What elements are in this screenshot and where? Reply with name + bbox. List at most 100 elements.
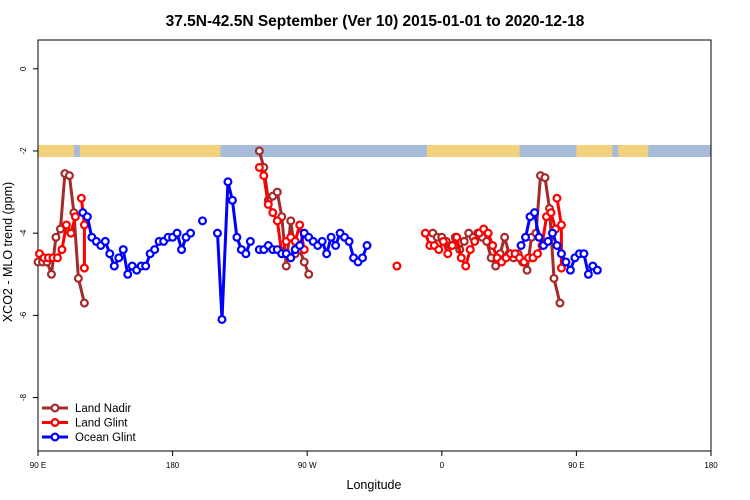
land-glint-point xyxy=(70,212,80,222)
ocean-glint-point xyxy=(198,216,208,226)
land-glint-point xyxy=(259,171,269,181)
ocean-glint-point xyxy=(358,253,368,263)
land-glint-point xyxy=(79,220,89,230)
x-tick-label: 90 W xyxy=(298,461,317,470)
ocean-glint-point xyxy=(212,228,222,238)
land-glint-point xyxy=(392,261,402,271)
ocean-glint-point xyxy=(317,236,327,246)
ocean-glint-point xyxy=(516,241,526,251)
ocean-glint-point xyxy=(100,236,110,246)
x-tick-label: 180 xyxy=(704,461,718,470)
land-segment xyxy=(576,144,613,157)
ocean-glint-point xyxy=(331,241,341,251)
x-tick-label: 180 xyxy=(166,461,180,470)
ocean-glint-point xyxy=(82,212,92,222)
ocean-glint-point xyxy=(141,261,151,271)
land-segment xyxy=(426,144,520,157)
ocean-glint-point xyxy=(561,257,571,267)
land-glint-point xyxy=(546,208,556,218)
land-glint-point xyxy=(470,236,480,246)
ocean-glint-point xyxy=(344,236,354,246)
land-glint-point xyxy=(552,193,562,203)
land-glint-point xyxy=(272,216,282,226)
y-tick-label: -6 xyxy=(19,311,28,319)
ocean-glint-point xyxy=(547,228,557,238)
land-nadir-point xyxy=(73,273,83,283)
ocean-glint-point xyxy=(177,245,187,255)
y-tick-label: -8 xyxy=(19,393,28,401)
ocean-glint-point xyxy=(172,228,182,238)
y-tick-label: 0 xyxy=(19,66,28,71)
x-axis-label: Longitude xyxy=(347,478,402,492)
ocean-glint-point xyxy=(534,232,544,242)
ocean-glint-point xyxy=(245,236,255,246)
ocean-glint-point xyxy=(543,236,553,246)
ocean-glint-point xyxy=(326,232,336,242)
ocean-glint-point xyxy=(114,253,124,263)
land-nadir-point xyxy=(299,257,309,267)
land-nadir-point xyxy=(522,265,532,275)
land-glint-point xyxy=(434,245,444,255)
ocean-glint-point xyxy=(552,241,562,251)
land-glint-point xyxy=(533,249,543,259)
ocean-glint-point xyxy=(286,253,296,263)
land-glint-point xyxy=(420,228,430,238)
legend-marker-land-glint xyxy=(50,418,60,428)
land-glint-point xyxy=(52,253,62,263)
land-segment xyxy=(618,144,649,157)
ocean-glint-point xyxy=(583,269,593,279)
land-glint-point xyxy=(443,249,453,259)
land-ocean-band xyxy=(38,144,711,157)
land-nadir-point xyxy=(500,232,510,242)
ocean-glint-point xyxy=(556,249,566,259)
legend-label-land-nadir: Land Nadir xyxy=(75,403,131,415)
land-nadir-point xyxy=(55,224,65,234)
x-tick-label: 90 E xyxy=(568,461,584,470)
land-segment xyxy=(38,144,74,157)
ocean-glint-point xyxy=(322,249,332,259)
ocean-glint-point xyxy=(123,269,133,279)
legend-marker-ocean-glint xyxy=(50,432,60,442)
axes: 90 E 180 90 W 0 90 E 180 0 -2 -4 -6 -8 xyxy=(19,66,718,470)
ocean-glint-point xyxy=(227,195,237,205)
land-glint-point xyxy=(263,199,273,209)
ocean-glint-point xyxy=(186,228,196,238)
y-tick-label: -2 xyxy=(19,147,28,155)
ocean-glint-point xyxy=(223,177,233,187)
ocean-glint-point xyxy=(530,208,540,218)
y-tick-label: -4 xyxy=(19,229,28,237)
series-layer xyxy=(33,146,602,324)
land-nadir-point xyxy=(549,273,559,283)
land-nadir-point xyxy=(254,146,264,156)
land-nadir-line xyxy=(38,172,86,304)
land-glint-point xyxy=(268,208,278,218)
ocean-glint-point xyxy=(118,245,128,255)
land-glint-point xyxy=(556,263,566,273)
land-glint-point xyxy=(61,220,71,230)
ocean-glint-point xyxy=(241,249,251,259)
land-nadir-point xyxy=(281,261,291,271)
ocean-glint-point xyxy=(150,245,160,255)
legend-label-ocean-glint: Ocean Glint xyxy=(75,432,137,444)
x-tick-label: 0 xyxy=(440,461,445,470)
land-nadir-point xyxy=(286,216,296,226)
land-nadir-point xyxy=(46,269,56,279)
ocean-glint-point xyxy=(521,232,531,242)
series-ocean-glint xyxy=(78,177,602,324)
land-glint-point xyxy=(76,193,86,203)
land-glint-point xyxy=(57,245,67,255)
x-tick-label: 90 E xyxy=(30,461,46,470)
land-glint-point xyxy=(488,241,498,251)
land-glint-point xyxy=(483,228,493,238)
land-glint-point xyxy=(456,253,466,263)
land-glint-point xyxy=(452,232,462,242)
ocean-glint-point xyxy=(217,314,227,324)
chart-title: 37.5N-42.5N September (Ver 10) 2015-01-0… xyxy=(166,13,585,30)
plot-frame xyxy=(37,39,712,452)
plot-border xyxy=(37,39,712,452)
land-nadir-point xyxy=(459,236,469,246)
land-nadir-point xyxy=(555,298,565,308)
legend: Land Nadir Land Glint Ocean Glint xyxy=(42,403,137,444)
land-glint-point xyxy=(461,261,471,271)
